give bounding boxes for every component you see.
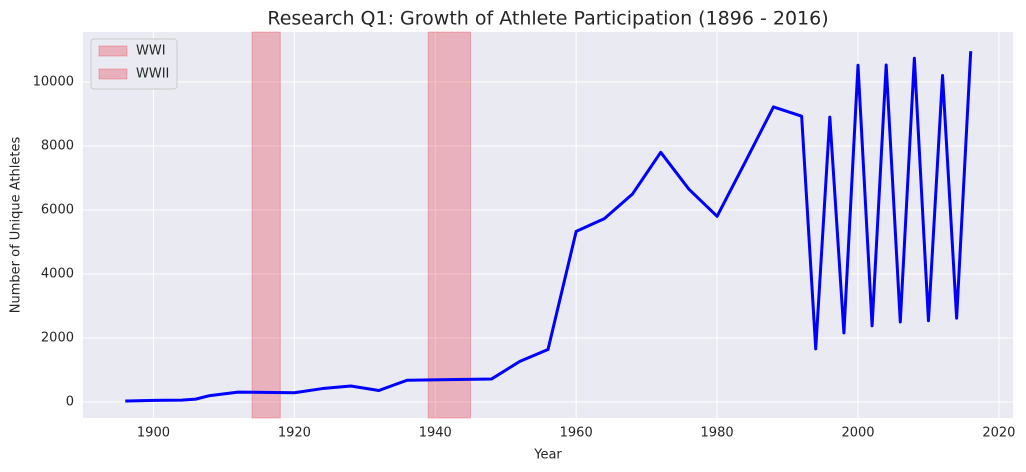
legend-label: WWII bbox=[136, 67, 169, 82]
y-axis-label: Number of Unique Athletes bbox=[9, 137, 24, 314]
x-tick-label: 1980 bbox=[701, 426, 734, 441]
y-tick-label: 0 bbox=[66, 394, 74, 409]
chart-title: Research Q1: Growth of Athlete Participa… bbox=[267, 8, 828, 30]
x-axis-label: Year bbox=[533, 448, 562, 463]
shaded-span bbox=[427, 31, 471, 419]
y-tick-label: 8000 bbox=[41, 138, 74, 153]
data-line bbox=[125, 51, 973, 403]
y-tick-label: 6000 bbox=[41, 202, 74, 217]
x-tick-label: 2000 bbox=[841, 426, 874, 441]
x-tick-label: 1940 bbox=[419, 426, 452, 441]
legend-label: WWI bbox=[136, 44, 166, 59]
x-tick-label: 1960 bbox=[560, 426, 593, 441]
plot-area bbox=[83, 32, 1013, 418]
y-tick-label: 2000 bbox=[41, 330, 74, 345]
legend-swatch bbox=[98, 45, 128, 57]
y-tick-label: 4000 bbox=[41, 266, 74, 281]
legend-swatch bbox=[98, 68, 128, 80]
x-tick-label: 2020 bbox=[982, 426, 1015, 441]
x-tick-label: 1920 bbox=[278, 426, 311, 441]
legend-box bbox=[90, 38, 178, 90]
y-tick-label: 10000 bbox=[33, 74, 74, 89]
shaded-span bbox=[251, 31, 281, 419]
x-tick-label: 1900 bbox=[137, 426, 170, 441]
